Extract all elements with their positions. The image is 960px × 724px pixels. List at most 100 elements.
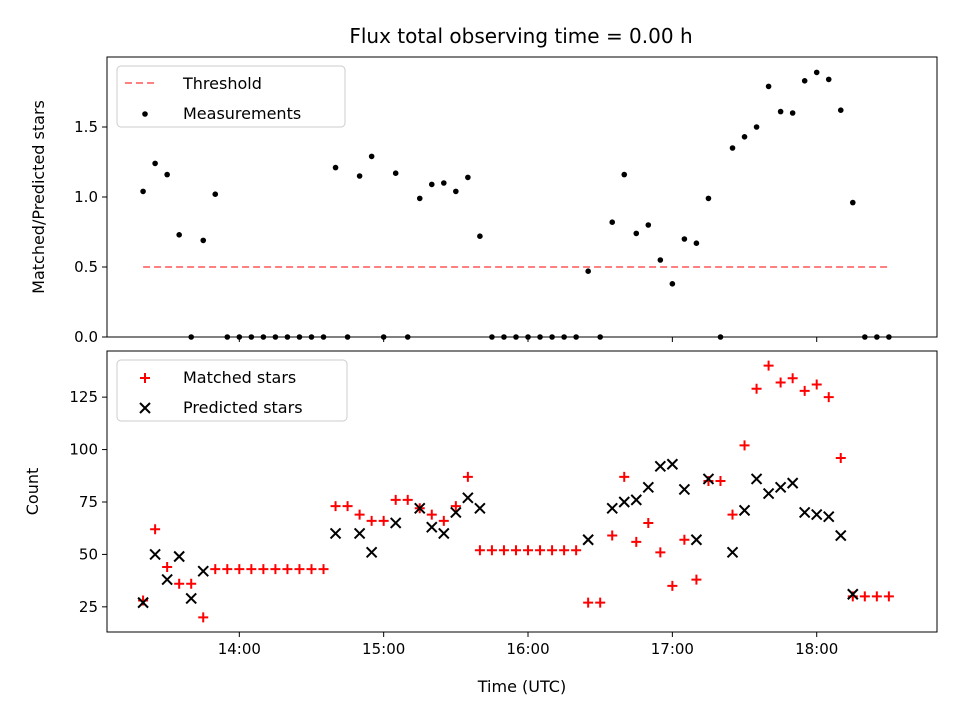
data-point	[609, 219, 616, 225]
data-point	[140, 188, 146, 195]
data-point	[150, 524, 161, 535]
data-point	[535, 545, 546, 556]
data-point	[176, 232, 182, 238]
data-point	[883, 591, 894, 602]
data-point	[353, 527, 366, 540]
data-point	[859, 591, 870, 602]
data-point	[657, 257, 664, 263]
data-point	[441, 180, 447, 186]
chart-title: Flux total observing time = 0.00 h	[349, 24, 692, 48]
data-point	[318, 564, 329, 575]
data-point	[392, 170, 399, 176]
data-point	[426, 509, 437, 520]
data-point	[787, 373, 798, 384]
data-point	[750, 473, 763, 485]
data-point	[739, 440, 750, 451]
data-point	[801, 78, 808, 84]
data-point	[173, 550, 185, 563]
data-point	[453, 188, 459, 195]
data-point	[825, 76, 832, 83]
data-point	[174, 578, 185, 589]
data-point	[465, 174, 471, 181]
data-point	[702, 473, 715, 485]
data-point	[258, 564, 269, 575]
data-point	[642, 481, 655, 494]
matched-stars-series	[138, 360, 894, 623]
data-point	[741, 134, 748, 140]
data-point	[799, 385, 810, 396]
data-point	[669, 281, 676, 287]
y-tick-label: 25	[79, 598, 98, 616]
data-point	[691, 574, 702, 585]
data-point	[547, 545, 558, 556]
y-tick-label: 0.5	[74, 258, 98, 276]
data-point	[234, 564, 245, 575]
data-point	[738, 504, 751, 517]
data-point	[477, 233, 483, 239]
data-point	[366, 515, 377, 526]
data-point	[798, 506, 811, 519]
data-point	[416, 195, 423, 202]
data-point	[332, 164, 339, 171]
bottom-axes-frame	[106, 350, 938, 633]
data-point	[729, 145, 736, 151]
data-point	[162, 561, 173, 572]
data-point	[197, 565, 209, 577]
data-point	[813, 69, 820, 76]
data-point	[198, 612, 209, 623]
data-point	[681, 236, 688, 242]
data-point	[342, 501, 353, 512]
data-point	[823, 510, 835, 523]
data-point	[777, 108, 784, 115]
data-point	[186, 578, 197, 589]
data-point	[666, 458, 679, 470]
data-point	[523, 545, 534, 556]
legend-marker	[139, 402, 151, 414]
data-point	[474, 502, 486, 514]
x-tick-label: 17:00	[651, 640, 694, 658]
data-point	[705, 195, 712, 202]
data-point	[426, 521, 438, 533]
data-point	[330, 501, 341, 512]
data-point	[727, 509, 738, 520]
data-point	[246, 564, 257, 575]
measurements-series	[140, 69, 892, 340]
data-point	[811, 508, 823, 521]
data-point	[630, 494, 642, 506]
data-point	[161, 573, 173, 586]
data-point	[462, 471, 473, 482]
y-tick-label: 1.5	[74, 118, 98, 136]
legend-label: Matched stars	[183, 368, 296, 387]
data-point	[414, 502, 426, 514]
legend-label: Threshold	[182, 74, 262, 93]
legend-label: Measurements	[183, 104, 301, 123]
y-tick-label: 50	[79, 545, 98, 563]
data-point	[585, 268, 591, 275]
data-point	[428, 181, 435, 188]
data-point	[450, 506, 462, 519]
data-point	[849, 199, 856, 206]
data-point	[378, 515, 389, 526]
bottom-y-axis-label: Count	[23, 468, 42, 516]
data-point	[655, 547, 666, 558]
data-point	[462, 492, 474, 504]
data-point	[837, 107, 844, 113]
data-point	[786, 477, 799, 489]
y-tick-label: 100	[69, 441, 98, 459]
predicted-stars-series	[137, 458, 859, 609]
data-point	[329, 527, 342, 540]
bottom-panel: 25 50 75 100 125 14:00 15:00 16:00 17:00 18:00 Cou…	[23, 350, 938, 696]
data-point	[474, 545, 485, 556]
data-point	[510, 545, 521, 556]
data-point	[390, 494, 401, 505]
top-legend	[116, 65, 346, 128]
data-point	[847, 588, 859, 600]
data-point	[789, 110, 796, 116]
legend-marker	[140, 373, 150, 383]
data-point	[306, 564, 317, 575]
data-point	[619, 471, 630, 482]
data-point	[365, 546, 378, 559]
y-tick-label: 0.0	[74, 328, 98, 346]
data-point	[583, 597, 594, 608]
